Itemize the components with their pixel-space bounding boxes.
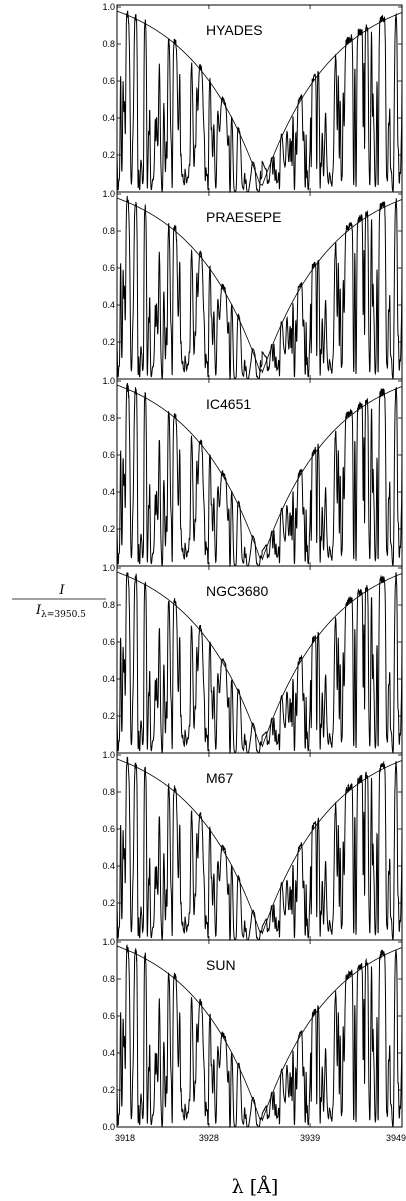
panel-m67: 0.2 0.4 0.6 0.8 1.0 M67: [102, 750, 403, 942]
y-tick-label: 1.0: [102, 189, 115, 199]
y-tick-label: 0.8: [102, 39, 115, 49]
panel-label: HYADES: [206, 22, 263, 38]
y-tick-label: 1.0: [102, 563, 115, 573]
reference-profile-line: [116, 384, 403, 561]
observed-spectrum-line: [116, 195, 403, 381]
y-tick-label: 0.4: [102, 487, 115, 497]
y-tick-label: 1.0: [102, 750, 115, 760]
y-tick-label: 0.2: [102, 711, 115, 721]
x-axis-label: λ [Å]: [232, 1176, 279, 1198]
y-tick-label: 0.4: [102, 300, 115, 310]
y-tick-label: 0.8: [102, 413, 115, 423]
x-tick-label: 3949: [386, 1133, 406, 1143]
y-label-denominator: Iλ=3950.5: [35, 603, 86, 620]
x-tick-label: 3928: [199, 1133, 219, 1143]
y-tick-label: 0.6: [102, 637, 115, 647]
panel-label: M67: [206, 770, 233, 786]
y-tick-label: 0.4: [102, 113, 115, 123]
y-tick-label: 0.8: [102, 787, 115, 797]
observed-spectrum-line: [116, 572, 403, 755]
y-tick-label: 0.6: [102, 450, 115, 460]
y-tick-label: 0.6: [102, 76, 115, 86]
y-tick-label: 1.0: [102, 376, 115, 386]
panel-ngc3680: 0.2 0.4 0.6 0.8 1.0 NGC3680: [102, 563, 403, 755]
x-tick-labels: 3918 3928 3939 3949: [115, 1133, 406, 1143]
y-tick-label: 0.0: [102, 1122, 115, 1132]
y-tick-label: 0.8: [102, 974, 115, 984]
y-tick-label: 0.2: [102, 898, 115, 908]
panel-label: NGC3680: [206, 583, 268, 599]
panel-label: IC4651: [206, 396, 251, 412]
panels-group: 0.2 0.4 0.6 0.8 1.0 HYADES 0.2 0.4 0.6 0.8 1.0 PRAE…: [102, 2, 403, 1132]
panel-hyades: 0.2 0.4 0.6 0.8 1.0 HYADES: [102, 2, 403, 194]
y-tick-label: 1.0: [102, 937, 115, 947]
y-tick-label: 0.2: [102, 1085, 115, 1095]
observed-spectrum-line: [116, 756, 403, 942]
y-tick-label: 0.2: [102, 337, 115, 347]
y-tick-label: 0.6: [102, 1011, 115, 1021]
y-label-denominator-subscript: λ=3950.5: [41, 610, 86, 620]
y-label-denominator-symbol: I: [35, 603, 42, 618]
reference-profile-line: [116, 571, 403, 748]
y-tick-label: 0.4: [102, 1048, 115, 1058]
panel-label: PRAESEPE: [206, 209, 281, 225]
x-tick-label: 3918: [115, 1133, 135, 1143]
y-tick-label: 0.2: [102, 524, 115, 534]
y-tick-label: 1.0: [102, 2, 115, 12]
y-tick-label: 0.6: [102, 263, 115, 273]
observed-spectrum-line: [116, 382, 403, 568]
panel-ic4651: 0.2 0.4 0.6 0.8 1.0 IC4651: [102, 376, 403, 568]
y-axis-label: I Iλ=3950.5: [12, 583, 106, 620]
reference-profile-line: [116, 758, 403, 935]
y-tick-label: 0.4: [102, 861, 115, 871]
observed-spectrum-line: [116, 10, 403, 194]
panel-praesepe: 0.2 0.4 0.6 0.8 1.0 PRAESEPE: [102, 189, 403, 381]
reference-profile-line: [116, 945, 403, 1122]
y-tick-label: 0.8: [102, 600, 115, 610]
y-tick-label: 0.2: [102, 150, 115, 160]
panel-label: SUN: [206, 957, 236, 973]
y-tick-label: 0.8: [102, 226, 115, 236]
y-tick-label: 0.6: [102, 824, 115, 834]
panel-sun: 0.0 0.2 0.4 0.6 0.8 1.0 SUN: [102, 937, 403, 1132]
x-tick-label: 3939: [300, 1133, 320, 1143]
observed-spectrum-line: [116, 944, 403, 1129]
y-label-numerator: I: [58, 583, 65, 598]
y-tick-label: 0.4: [102, 674, 115, 684]
